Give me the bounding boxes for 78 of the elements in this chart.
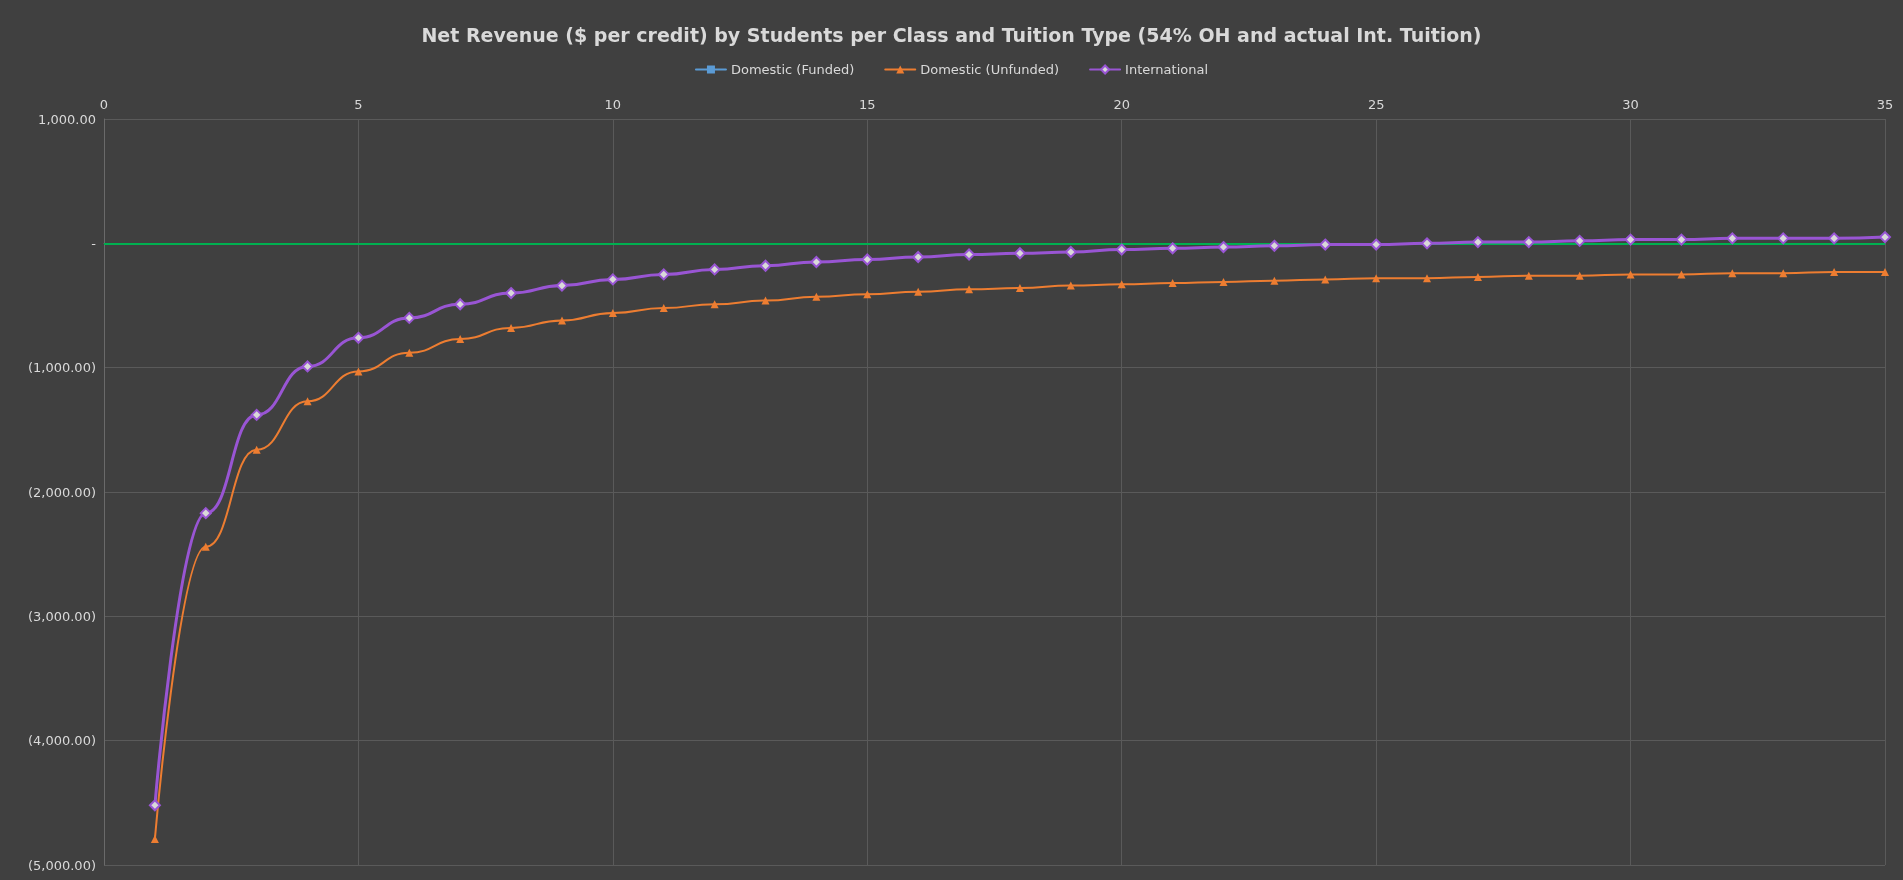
point bbox=[1471, 236, 1484, 249]
point bbox=[1064, 246, 1077, 259]
point bbox=[1168, 279, 1177, 288]
point bbox=[1830, 267, 1839, 276]
y-tick-label: (1,000.00) bbox=[27, 360, 96, 376]
point bbox=[659, 303, 668, 312]
point bbox=[1268, 239, 1281, 252]
point bbox=[1217, 241, 1230, 254]
point bbox=[1166, 242, 1179, 255]
legend-label: Domestic (Unfunded) bbox=[920, 62, 1060, 77]
point bbox=[201, 542, 210, 551]
y-tick-label: (2,000.00) bbox=[27, 484, 96, 500]
legend-label: Domestic (Funded) bbox=[730, 62, 855, 77]
point bbox=[150, 834, 159, 843]
point bbox=[914, 287, 923, 296]
x-tick-label: 30 bbox=[1622, 97, 1639, 112]
point bbox=[1423, 274, 1432, 283]
point bbox=[1473, 272, 1482, 281]
point bbox=[555, 279, 568, 292]
x-tick-label: 0 bbox=[99, 97, 109, 112]
point bbox=[1677, 270, 1686, 279]
point bbox=[1879, 231, 1891, 244]
point bbox=[1828, 232, 1841, 245]
point bbox=[1726, 232, 1739, 245]
point bbox=[606, 273, 619, 286]
x-tick-label: 25 bbox=[1367, 97, 1385, 112]
point bbox=[403, 311, 416, 324]
point bbox=[608, 308, 617, 317]
point bbox=[199, 507, 212, 520]
x-tick-label: 10 bbox=[604, 97, 622, 112]
point bbox=[1524, 271, 1533, 280]
point bbox=[456, 335, 465, 344]
point bbox=[1015, 284, 1024, 293]
y-tick-label: - bbox=[91, 235, 97, 251]
point bbox=[252, 445, 261, 454]
point bbox=[301, 360, 314, 373]
y-tick-label: (3,000.00) bbox=[27, 608, 96, 624]
y-tick-label: (4,000.00) bbox=[27, 733, 96, 749]
point bbox=[250, 408, 263, 421]
x-tick-label: 5 bbox=[354, 97, 363, 112]
point bbox=[405, 348, 414, 357]
point bbox=[1270, 276, 1279, 285]
point bbox=[1624, 233, 1637, 246]
point bbox=[1522, 236, 1535, 249]
legend-label: International bbox=[1125, 62, 1209, 77]
point bbox=[1573, 234, 1586, 247]
point bbox=[1777, 232, 1790, 245]
point bbox=[507, 323, 516, 332]
chart-title: Net Revenue ($ per credit) by Students per Class and Tuition Type (54% OH and actual Int. Tuition) bbox=[421, 23, 1482, 46]
point bbox=[810, 255, 823, 268]
point bbox=[657, 268, 670, 281]
point bbox=[1219, 277, 1228, 286]
point bbox=[1115, 243, 1128, 256]
point bbox=[1066, 281, 1075, 290]
point bbox=[965, 285, 974, 294]
y-tick-label: (5,000.00) bbox=[27, 857, 96, 873]
point bbox=[861, 253, 874, 266]
point bbox=[352, 331, 365, 344]
point bbox=[148, 799, 161, 812]
point bbox=[1421, 237, 1434, 250]
point bbox=[912, 251, 925, 264]
point bbox=[812, 292, 821, 301]
point bbox=[1372, 274, 1381, 283]
point bbox=[454, 298, 467, 311]
point bbox=[505, 287, 518, 300]
x-tick-label: 20 bbox=[1113, 97, 1130, 112]
y-tick-label: 1,000.00 bbox=[38, 111, 96, 127]
point bbox=[557, 316, 566, 325]
point bbox=[303, 397, 312, 406]
x-tick-label: 35 bbox=[1876, 97, 1894, 112]
point bbox=[759, 259, 772, 272]
x-tick-label: 15 bbox=[859, 97, 876, 112]
point bbox=[761, 296, 770, 305]
point bbox=[708, 263, 721, 276]
point bbox=[1675, 233, 1688, 246]
point bbox=[1575, 271, 1584, 280]
point bbox=[1013, 247, 1026, 260]
point bbox=[1881, 267, 1889, 276]
